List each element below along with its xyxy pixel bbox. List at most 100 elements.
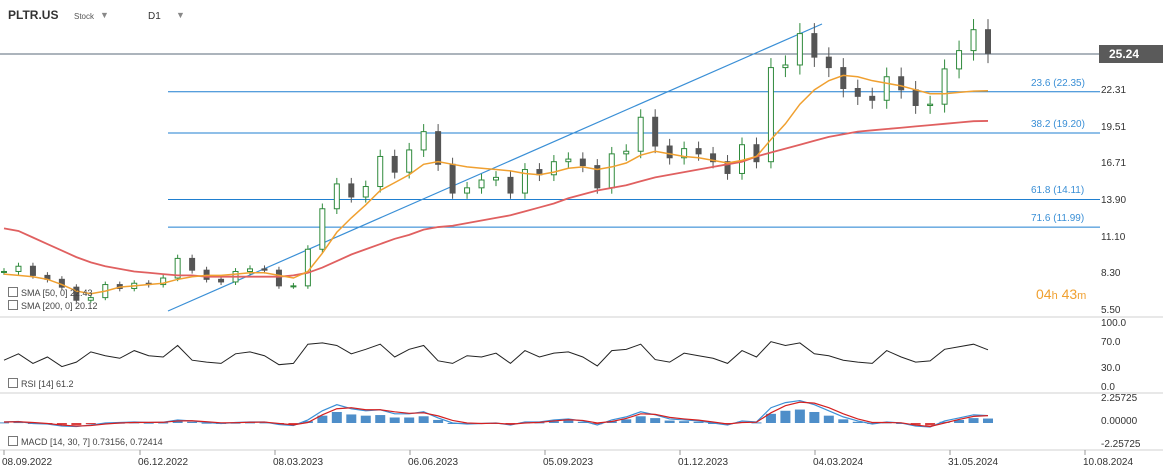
candle-body (753, 144, 760, 163)
candle-body (695, 148, 702, 155)
macd-axis-tick: 2.25725 (1101, 393, 1138, 404)
macd-histogram-bar (809, 411, 820, 423)
fib-label: 61.8 (14.11) (1031, 185, 1085, 197)
candle-body (825, 56, 832, 69)
candle-body (507, 176, 514, 194)
macd-histogram-bar (71, 423, 82, 426)
time-axis-tick: 10.08.2024 (1083, 457, 1134, 468)
candle-body (377, 155, 384, 188)
rsi-axis-tick: 100.0 (1101, 318, 1127, 329)
candle-body (391, 155, 398, 173)
price-axis-tick: 19.51 (1101, 121, 1127, 133)
macd-histogram-bar (765, 413, 776, 423)
candle-body (898, 76, 905, 91)
macd-histogram-bar (418, 416, 429, 423)
macd-histogram-bar (331, 411, 342, 423)
candle-body (985, 29, 991, 54)
candle-body (348, 183, 355, 198)
timeframe-selector[interactable]: D1 (148, 11, 161, 22)
macd-histogram-bar (635, 416, 646, 423)
candle-body (811, 33, 818, 58)
candle-body (15, 265, 22, 272)
candle-body (247, 268, 253, 272)
macd-histogram-bar (245, 422, 255, 424)
candle-body (912, 89, 919, 106)
candle-body (521, 169, 528, 194)
sma200-line (3, 120, 989, 278)
rsi-axis-tick: 70.0 (1101, 337, 1121, 349)
candle-body (319, 208, 326, 250)
macd-histogram-bar (13, 422, 24, 424)
last-price-badge: 25.24 (1099, 45, 1163, 63)
macd-histogram-bar (0, 422, 9, 424)
price-axis-tick: 5.50 (1101, 305, 1121, 316)
symbol-dropdown-icon[interactable]: ▼ (100, 10, 109, 20)
macd-histogram-bar (389, 417, 400, 423)
indicator-settings-icon[interactable] (8, 300, 18, 310)
indicator-settings-icon[interactable] (8, 436, 18, 446)
time-axis-tick: 31.05.2024 (948, 457, 999, 468)
price-axis-tick: 8.30 (1101, 268, 1121, 280)
time-axis-tick: 05.09.2023 (543, 457, 594, 468)
macd-axis-tick: -2.25725 (1101, 439, 1141, 450)
candle-body (218, 278, 225, 283)
macd-histogram-bar (158, 422, 169, 424)
macd-histogram-bar (910, 423, 921, 425)
candle-body (594, 165, 601, 189)
candle-body (970, 29, 977, 52)
candle-body (449, 163, 456, 194)
macd-histogram-bar (780, 410, 791, 423)
macd-histogram-bar (375, 415, 386, 423)
macd-histogram-bar (317, 415, 328, 423)
macd-histogram-bar (563, 420, 574, 423)
candle-body (927, 103, 934, 106)
macd-histogram-bar (954, 419, 965, 423)
candle-body (956, 50, 963, 70)
macd-histogram-bar (172, 421, 183, 423)
candle-body (160, 277, 167, 286)
macd-histogram-bar (85, 423, 96, 425)
candle-body (767, 67, 774, 163)
macd-histogram-bar (925, 423, 936, 426)
macd-legend[interactable]: MACD [14, 30, 7] 0.73156, 0.72414 (8, 436, 163, 447)
sma50-legend[interactable]: SMA [50, 0] 22.43 (8, 287, 93, 298)
candle-body (681, 148, 688, 159)
macd-histogram-bar (433, 419, 444, 423)
macd-histogram-bar (143, 422, 154, 424)
candle-body (73, 286, 80, 301)
symbol-title[interactable]: PLTR.US (8, 8, 59, 22)
rsi-axis-tick: 0.0 (1101, 382, 1115, 393)
macd-histogram-bar (187, 421, 198, 423)
macd-histogram-bar (346, 414, 357, 423)
rsi-legend[interactable]: RSI [14] 61.2 (8, 378, 74, 389)
candle-body (435, 131, 442, 165)
timeframe-dropdown-icon[interactable]: ▼ (176, 10, 185, 20)
fib-label: 71.6 (11.99) (1031, 213, 1085, 225)
macd-histogram-bar (664, 420, 675, 423)
fib-label: 23.6 (22.35) (1031, 77, 1085, 89)
candle-body (666, 145, 673, 159)
macd-histogram-bar (592, 423, 603, 425)
time-axis-tick: 08.09.2022 (2, 457, 53, 468)
rsi-axis-tick: 30.0 (1101, 362, 1121, 374)
macd-histogram-bar (968, 418, 979, 423)
macd-histogram-bar (201, 422, 212, 424)
price-axis-tick: 11.10 (1101, 231, 1126, 243)
macd-histogram-bar (577, 421, 588, 423)
indicator-settings-icon[interactable] (8, 287, 18, 297)
macd-histogram-bar (838, 419, 849, 423)
time-axis-tick: 06.12.2022 (138, 457, 189, 468)
candle-body (464, 187, 471, 194)
time-axis-tick: 06.06.2023 (408, 457, 459, 468)
candle-body (941, 68, 948, 105)
macd-histogram-bar (404, 417, 415, 423)
candle-body (87, 297, 94, 301)
macd-histogram-bar (693, 421, 704, 423)
macd-histogram-bar (852, 421, 863, 423)
macd-histogram-bar (606, 421, 617, 423)
sma200-legend[interactable]: SMA [200, 0] 20.12 (8, 300, 98, 311)
price-axis-tick: 16.71 (1101, 158, 1127, 170)
indicator-settings-icon[interactable] (8, 378, 18, 388)
macd-histogram-bar (823, 415, 834, 423)
